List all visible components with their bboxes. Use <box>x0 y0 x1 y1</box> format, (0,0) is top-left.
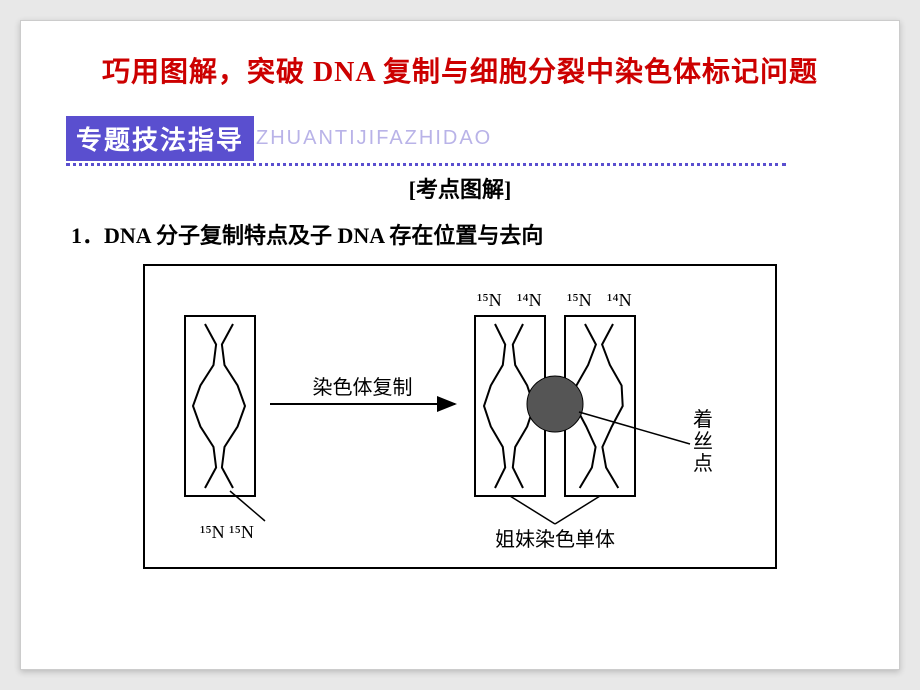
banner-label: 专题技法指导 <box>66 116 254 161</box>
svg-text:¹⁵N ¹⁵N: ¹⁵N ¹⁵N <box>200 522 254 542</box>
svg-text:¹⁴N: ¹⁴N <box>517 290 542 310</box>
svg-text:丝: 丝 <box>693 430 713 453</box>
slide: 巧用图解，突破 DNA 复制与细胞分裂中染色体标记问题 专题技法指导 ZHUAN… <box>20 20 900 670</box>
svg-text:染色体复制: 染色体复制 <box>313 376 413 399</box>
diagram-container: ¹⁵N ¹⁵N 染色体复制 ¹⁵N ¹⁴N ¹⁵N ¹⁴N 着丝点姐妹染色单体 <box>71 264 849 569</box>
point-1: 1．DNA 分子复制特点及子 DNA 存在位置与去向 <box>71 218 849 250</box>
svg-text:¹⁴N: ¹⁴N <box>607 290 632 310</box>
svg-text:¹⁵N: ¹⁵N <box>567 290 592 310</box>
svg-text:姐妹染色单体: 姐妹染色单体 <box>495 528 615 551</box>
slide-title: 巧用图解，突破 DNA 复制与细胞分裂中染色体标记问题 <box>71 51 849 96</box>
banner-underline <box>66 163 786 166</box>
svg-text:着: 着 <box>693 408 713 431</box>
svg-text:¹⁵N: ¹⁵N <box>477 290 502 310</box>
svg-text:点: 点 <box>693 452 713 475</box>
subheading: [考点图解] <box>71 172 849 204</box>
diagram-frame: ¹⁵N ¹⁵N 染色体复制 ¹⁵N ¹⁴N ¹⁵N ¹⁴N 着丝点姐妹染色单体 <box>143 264 777 569</box>
section-banner: 专题技法指导 ZHUANTIJIFAZHIDAO <box>66 116 786 166</box>
banner-pinyin: ZHUANTIJIFAZHIDAO <box>256 127 492 150</box>
dna-diagram: ¹⁵N ¹⁵N 染色体复制 ¹⁵N ¹⁴N ¹⁵N ¹⁴N 着丝点姐妹染色单体 <box>165 276 755 556</box>
